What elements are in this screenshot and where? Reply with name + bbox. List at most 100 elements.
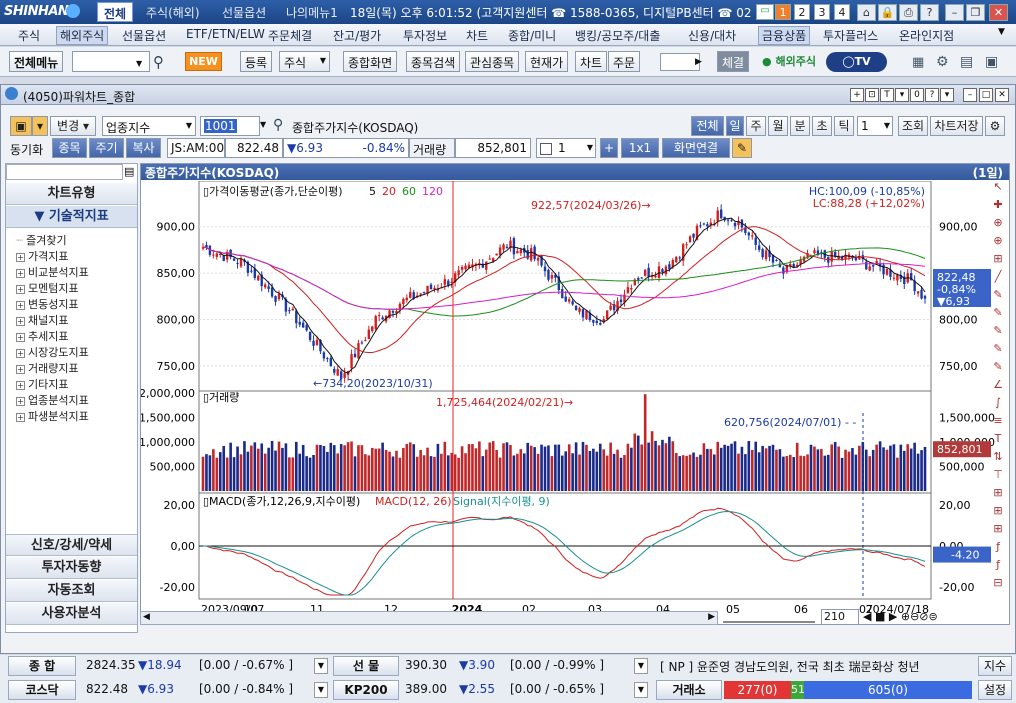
menu-item-9[interactable]: 뱅킹/공모주/대출 bbox=[575, 29, 661, 43]
draw-tool-icon[interactable]: ≡ bbox=[993, 414, 1003, 427]
period-second-button[interactable]: 초 bbox=[812, 116, 832, 136]
new-badge[interactable]: NEW bbox=[185, 52, 222, 71]
gear-icon[interactable]: ⚙ bbox=[985, 116, 1005, 136]
chart-area[interactable]: 종합주가지수(KOSDAQ) (1일) 900,00 900,00 850,00 85… bbox=[140, 163, 1010, 625]
period-minute-button[interactable]: 분 bbox=[790, 116, 810, 136]
auto-lookup-header[interactable]: 자동조회 bbox=[6, 580, 137, 602]
indicator-group-item[interactable]: + 비교분석지표 bbox=[16, 264, 89, 280]
zero-icon[interactable]: 0 bbox=[910, 88, 924, 102]
chart-count-select[interactable]: 1 ▼ bbox=[536, 138, 596, 158]
indicator-group-item[interactable]: + 업종분석지표 bbox=[16, 392, 89, 408]
menu-item-6[interactable]: 투자정보 bbox=[403, 29, 448, 43]
chevron-down-icon[interactable]: ▼ bbox=[634, 682, 648, 698]
indicator-search-input[interactable] bbox=[6, 164, 123, 180]
text-icon[interactable]: T bbox=[880, 88, 894, 102]
ratio-button[interactable]: 1x1 bbox=[621, 138, 659, 158]
scroll-count[interactable]: 210 bbox=[821, 609, 859, 625]
period-all-button[interactable]: 전체 bbox=[691, 116, 724, 136]
print-icon[interactable]: ⎙ bbox=[899, 4, 918, 21]
menu-item-12[interactable]: 투자플러스 bbox=[823, 29, 879, 43]
expand-icon[interactable]: + bbox=[16, 269, 25, 278]
prev-icon[interactable]: ◀ bbox=[863, 610, 872, 623]
indicator-group-item[interactable]: + 채널지표 bbox=[16, 312, 68, 328]
add-icon[interactable]: + bbox=[850, 88, 864, 102]
change-button[interactable]: 변경 ▾ bbox=[50, 116, 96, 136]
draw-tool-icon[interactable]: ✚ bbox=[993, 198, 1003, 211]
close-icon[interactable]: ✕ bbox=[989, 4, 1008, 21]
playback-controls[interactable]: ◀ ■ ▶ ⊕⊖⊘⊜ bbox=[863, 610, 938, 623]
menu-item-10[interactable]: 신용/대차 bbox=[688, 29, 737, 43]
user-analysis-header[interactable]: 사용자분석 bbox=[6, 603, 137, 625]
pen-icon[interactable]: ✎ bbox=[732, 138, 752, 158]
menu-item-4[interactable]: 주문체결 bbox=[268, 29, 313, 43]
index-type-select[interactable]: 업종지수 ▼ bbox=[102, 116, 196, 136]
chart-type-header[interactable]: 차트유형 bbox=[6, 183, 137, 205]
indicator-group-item[interactable]: + 가격지표 bbox=[16, 248, 68, 264]
zoom-in-icon[interactable]: ⊕ bbox=[900, 610, 911, 623]
layout-icon[interactable]: ▤ bbox=[960, 54, 974, 70]
draw-tool-icon[interactable]: ⊞ bbox=[993, 486, 1003, 499]
code-input[interactable]: 1001 bbox=[200, 116, 260, 136]
chevron-down-icon[interactable]: ▼ bbox=[634, 658, 648, 674]
indicator-group-item[interactable]: + 모멘텀지표 bbox=[16, 280, 79, 296]
minimize-icon[interactable]: – bbox=[963, 88, 977, 102]
close-icon[interactable]: ✕ bbox=[995, 88, 1009, 102]
draw-tool-icon[interactable]: ⊟ bbox=[993, 576, 1003, 589]
menu-item-2[interactable]: 선물옵션 bbox=[122, 29, 167, 43]
signal-header[interactable]: 신호/강세/약세 bbox=[6, 534, 137, 556]
menu-item-8[interactable]: 종합/미니 bbox=[508, 29, 557, 43]
zoom-fit-icon[interactable]: ⊜ bbox=[928, 610, 938, 623]
screen-1-button[interactable]: 1 bbox=[775, 4, 791, 20]
indicator-group-item[interactable]: + 기타지표 bbox=[16, 376, 68, 392]
news-ticker[interactable]: [ NP ] 윤준영 경남도의원, 전국 최초 瑞문화상 청년 bbox=[660, 660, 920, 674]
draw-tool-icon[interactable]: ƒ bbox=[996, 540, 1000, 553]
expand-icon[interactable]: + bbox=[16, 365, 25, 374]
draw-tool-icon[interactable]: ∫ bbox=[995, 396, 1001, 409]
chevron-down-icon[interactable]: ▼ bbox=[260, 120, 267, 129]
menu-item-13[interactable]: 온라인지점 bbox=[899, 29, 955, 43]
draw-tool-icon[interactable]: ↖ bbox=[993, 180, 1003, 193]
chevron-right-icon[interactable]: ▶ bbox=[695, 57, 702, 67]
screen-4-button[interactable]: 4 bbox=[834, 4, 850, 20]
period-tick-button[interactable]: 틱 bbox=[834, 116, 854, 136]
minimize-icon[interactable]: – bbox=[945, 4, 964, 21]
draw-tool-icon[interactable]: ✎ bbox=[993, 306, 1003, 319]
menu-item-0[interactable]: 주식 bbox=[18, 29, 41, 43]
zoom-reset-icon[interactable]: ⊘ bbox=[919, 610, 929, 623]
draw-tool-icon[interactable]: ✎ bbox=[993, 324, 1003, 337]
layout-list-icon[interactable]: ▾ bbox=[32, 116, 48, 136]
add-chart-button[interactable]: + bbox=[600, 138, 618, 158]
stock-type-select[interactable]: 주식 ▼ bbox=[279, 51, 330, 72]
register-button[interactable]: 등록 bbox=[240, 51, 273, 72]
restore-icon[interactable]: ❐ bbox=[966, 4, 985, 21]
maximize-icon[interactable]: □ bbox=[979, 88, 993, 102]
sync-period-button[interactable]: 주기 bbox=[89, 138, 124, 158]
screen-3-button[interactable]: 3 bbox=[814, 4, 830, 20]
tab-overseas[interactable]: 주식(해외) bbox=[146, 6, 200, 20]
screen-link-button[interactable]: 화면연결 bbox=[662, 138, 730, 158]
draw-tool-icon[interactable]: ⊤ bbox=[993, 468, 1003, 481]
help-icon[interactable]: ? bbox=[925, 88, 939, 102]
pin-icon[interactable]: ▾ bbox=[895, 88, 909, 102]
expand-icon[interactable]: + bbox=[16, 253, 25, 262]
help-icon[interactable]: ? bbox=[920, 4, 939, 21]
chart-button[interactable]: 차트 bbox=[575, 51, 608, 72]
menu-item-3[interactable]: ETF/ETN/ELW bbox=[186, 27, 265, 41]
gear-icon[interactable]: ⚙ bbox=[936, 54, 949, 70]
tv-icon[interactable]: ◯TV bbox=[826, 52, 887, 72]
all-menu-button[interactable]: 전체메뉴 bbox=[9, 51, 64, 72]
indicator-group-item[interactable]: + 추세지표 bbox=[16, 328, 68, 344]
menu-item-7[interactable]: 차트 bbox=[466, 29, 489, 43]
sync-copy-button[interactable]: 복사 bbox=[126, 138, 161, 158]
chevron-down-icon[interactable]: ▼ bbox=[314, 682, 328, 698]
fill-button[interactable]: 체결 bbox=[717, 51, 750, 72]
investor-trend-header[interactable]: 투자자동향 bbox=[6, 557, 137, 579]
indicator-group-item[interactable]: ┈ 즐겨찾기 bbox=[16, 232, 67, 248]
expand-icon[interactable]: + bbox=[16, 349, 25, 358]
window-icon[interactable]: ▣ bbox=[985, 54, 999, 70]
menu-more-icon[interactable]: ▼ bbox=[998, 27, 1005, 37]
sync-stock-button[interactable]: 종목 bbox=[52, 138, 87, 158]
overseas-stock-link[interactable]: ● 해외주식 bbox=[762, 53, 816, 69]
chart-canvas[interactable]: 900,00900,00850,00850,00800,00800,00750,… bbox=[141, 181, 1009, 625]
chevron-down-icon[interactable]: ▼ bbox=[314, 658, 328, 674]
